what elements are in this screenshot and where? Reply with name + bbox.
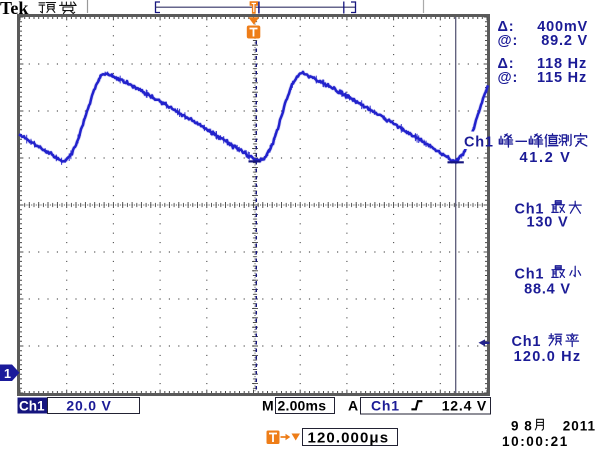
svg-text:1: 1 [4, 367, 11, 381]
svg-text:88.4 V: 88.4 V [524, 282, 571, 298]
svg-text:9 8: 9 8 [511, 419, 533, 434]
svg-text:A: A [348, 398, 358, 414]
svg-text:10:00:21: 10:00:21 [502, 434, 569, 449]
svg-text:41.2 V: 41.2 V [519, 150, 571, 166]
svg-text:12.4 V: 12.4 V [442, 398, 487, 414]
svg-text:Δ:: Δ: [498, 56, 515, 72]
svg-text:M: M [262, 398, 274, 414]
svg-text:Ch1: Ch1 [512, 334, 542, 350]
svg-text:89.2 V: 89.2 V [541, 33, 588, 49]
svg-text:20.0 V: 20.0 V [66, 398, 111, 414]
svg-text:Tek: Tek [0, 0, 28, 18]
svg-text:400mV: 400mV [537, 19, 588, 35]
svg-text:130 V: 130 V [527, 215, 569, 231]
svg-text:Δ:: Δ: [498, 19, 515, 35]
svg-text:2011: 2011 [563, 419, 596, 434]
svg-text:115 Hz: 115 Hz [537, 70, 587, 86]
svg-text:Ch1: Ch1 [464, 135, 494, 151]
svg-text:@:: @: [498, 70, 519, 86]
svg-text:120.0 Hz: 120.0 Hz [514, 349, 582, 365]
svg-text:Ch1: Ch1 [515, 267, 545, 283]
svg-text:118 Hz: 118 Hz [537, 56, 587, 72]
svg-text:Ch1: Ch1 [371, 398, 400, 414]
svg-text:Ch1: Ch1 [19, 399, 45, 414]
svg-text:Ch1: Ch1 [515, 202, 545, 218]
svg-text:@:: @: [498, 33, 519, 49]
svg-text:120.000μs: 120.000μs [308, 430, 390, 447]
svg-text:2.00ms: 2.00ms [278, 398, 327, 414]
